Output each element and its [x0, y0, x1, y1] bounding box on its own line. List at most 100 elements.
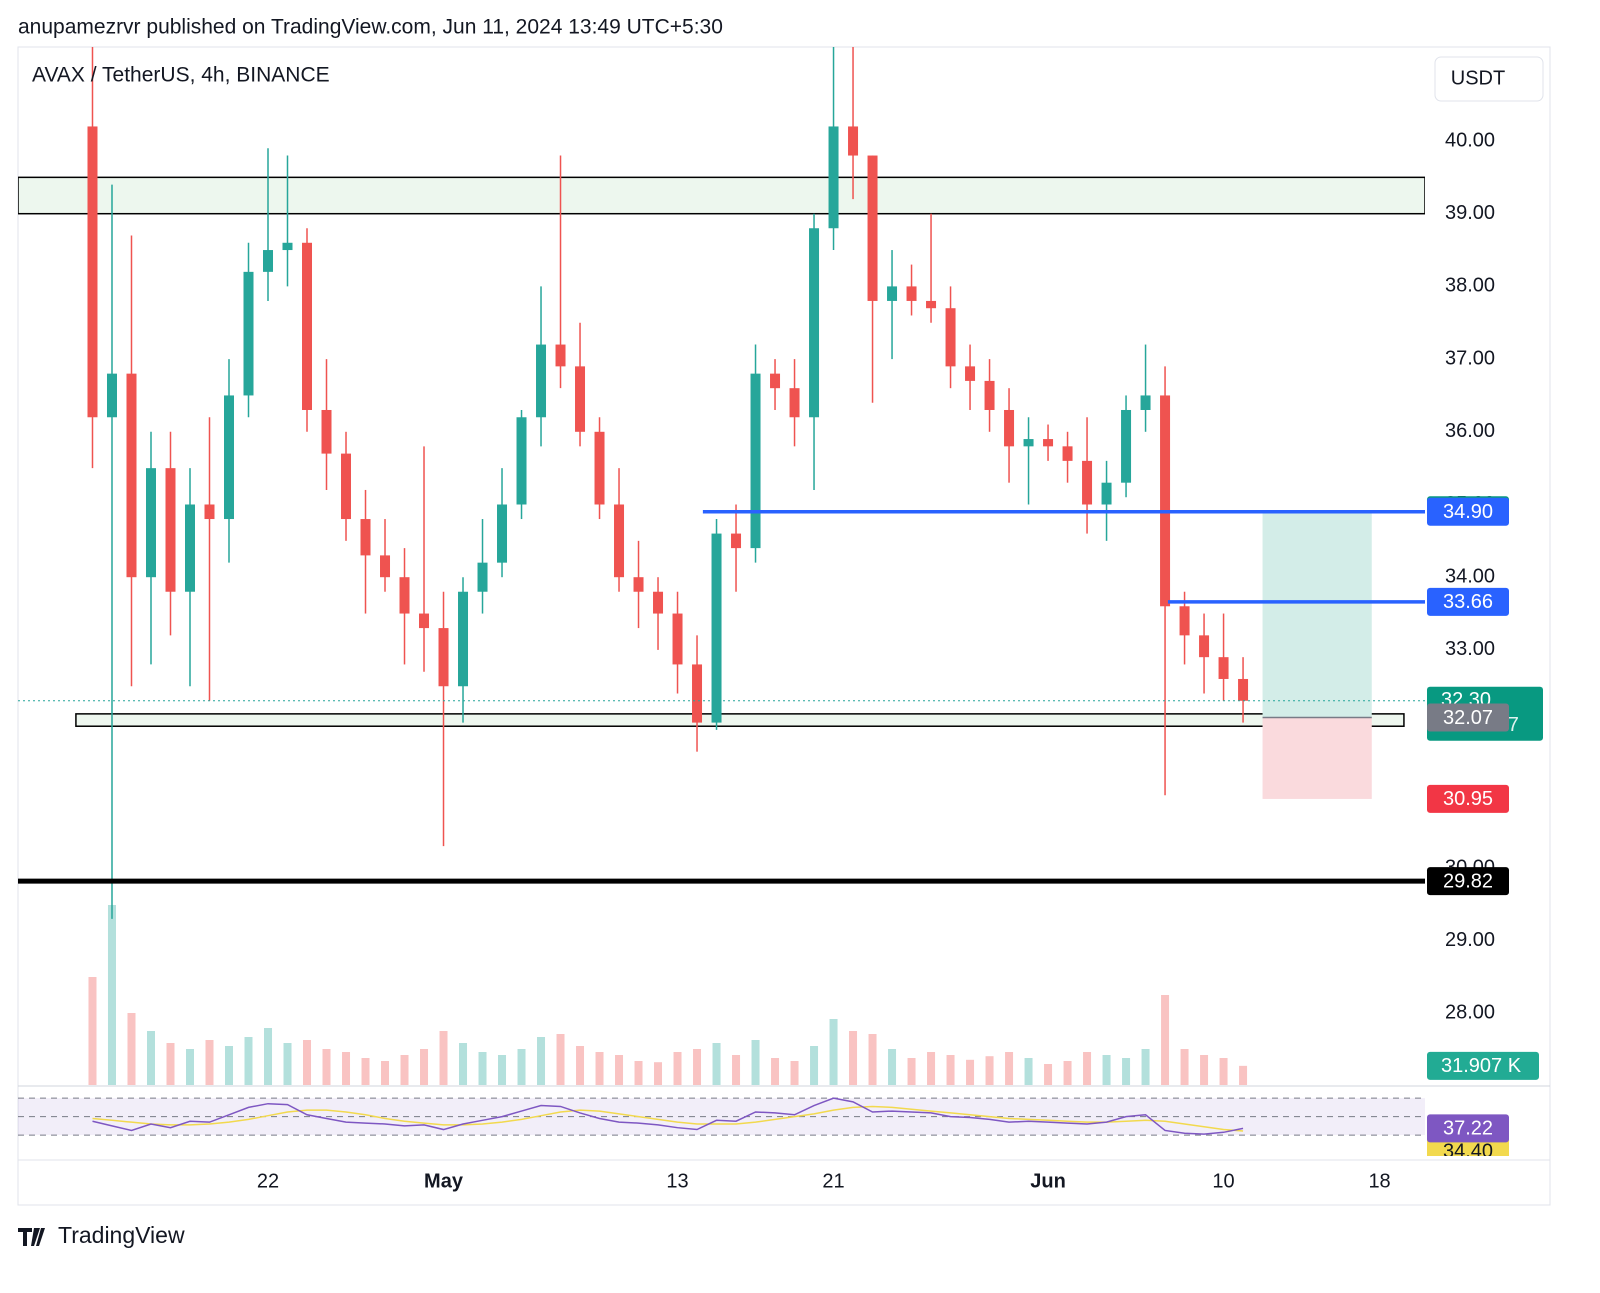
candle-body [145, 468, 156, 578]
candle-body [302, 242, 313, 410]
y-tick-label: 34.00 [1445, 565, 1495, 587]
candle-body [789, 388, 800, 418]
candle-body [1004, 409, 1015, 447]
volume-bar [1161, 995, 1170, 1085]
candle-body [1121, 409, 1132, 483]
volume-bar [166, 1043, 175, 1085]
volume-bar [381, 1061, 390, 1085]
volume-bar [1005, 1052, 1014, 1085]
volume-bar [127, 1013, 136, 1085]
candle-body [1199, 635, 1210, 658]
y-tick-label: 36.00 [1445, 420, 1495, 442]
y-tick-label: 40.00 [1445, 129, 1495, 151]
candle-body [984, 380, 995, 410]
candle-body [594, 431, 605, 505]
candle-body [263, 250, 274, 272]
volume-bar [264, 1028, 273, 1085]
candle-body [1101, 482, 1112, 505]
candle-body [906, 286, 917, 301]
candle-body [184, 504, 195, 592]
stop-tag [1427, 784, 1509, 813]
volume-bar [1180, 1049, 1189, 1085]
level-tag [1427, 497, 1509, 526]
volume-tag-label: 31.907 K [1441, 1055, 1522, 1077]
volume-bar [966, 1059, 975, 1085]
zone [18, 176, 1425, 215]
volume-bar [205, 1040, 214, 1085]
level-tag-label: 33.66 [1443, 591, 1493, 613]
volume-bar [790, 1061, 799, 1085]
x-tick-label: 21 [822, 1170, 844, 1192]
volume-bar [1122, 1058, 1131, 1085]
x-tick-label: 10 [1212, 1170, 1234, 1192]
loss-zone [1262, 717, 1372, 799]
candle-body [1023, 439, 1034, 447]
volume-bar [107, 905, 116, 1085]
volume-bar [1024, 1058, 1033, 1085]
candle-body [243, 271, 254, 396]
volume-bar [615, 1055, 624, 1085]
volume-bar [146, 1031, 155, 1085]
candle-body [360, 519, 371, 556]
key-level-tag-label: 29.82 [1443, 870, 1493, 892]
volume-bar [595, 1052, 604, 1085]
volume-bar [400, 1055, 409, 1085]
candle-body [1062, 446, 1073, 461]
rsi-ma-line [92, 1105, 1244, 1132]
candle-body [516, 417, 527, 505]
candle-body [672, 613, 683, 665]
volume-bar [439, 1031, 448, 1085]
candle-body [692, 664, 703, 723]
candle-body [419, 613, 430, 629]
volume-bar [88, 977, 97, 1085]
volume-bar [810, 1046, 819, 1085]
candle-body [1082, 460, 1093, 505]
volume-bar [342, 1052, 351, 1085]
volume-bar [361, 1058, 370, 1085]
volume-bar [322, 1049, 331, 1085]
volume-bar [1141, 1049, 1150, 1085]
volume-bar [1219, 1058, 1228, 1085]
zone [75, 713, 1405, 727]
candle-body [497, 504, 508, 563]
y-tick-label: 37.00 [1445, 347, 1495, 369]
candle-body [399, 577, 410, 614]
volume-bar [283, 1043, 292, 1085]
volume-bar [946, 1055, 955, 1085]
x-tick-label: May [424, 1170, 464, 1192]
volume-bar [478, 1052, 487, 1085]
candle-body [224, 395, 235, 520]
volume-bar [1102, 1055, 1111, 1085]
candle-body [750, 373, 761, 549]
volume-bar [673, 1052, 682, 1085]
y-tick-label: 29.00 [1445, 929, 1495, 951]
candle-body [1160, 395, 1171, 607]
candle-body [282, 242, 293, 251]
volume-bar [868, 1034, 877, 1085]
volume-bar [985, 1056, 994, 1085]
candle-body [965, 366, 976, 381]
volume-tag [1427, 1051, 1539, 1080]
currency[interactable]: USDT [1451, 67, 1505, 89]
volume-bar [225, 1046, 234, 1085]
volume-bar [303, 1040, 312, 1085]
candle-body [321, 409, 332, 454]
candle-body [926, 300, 937, 309]
candle-body [87, 126, 98, 418]
volume-bar [1044, 1064, 1053, 1085]
y-tick-label: 38.00 [1445, 275, 1495, 297]
volume-bar [1200, 1055, 1209, 1085]
y-tick-label: 33.00 [1445, 638, 1495, 660]
rsi-line [92, 1097, 1244, 1135]
level-tag-label: 34.90 [1443, 501, 1493, 523]
tradingview-logo: TradingView [18, 1222, 185, 1248]
x-tick-label: 18 [1368, 1170, 1390, 1192]
volume-bar [459, 1043, 468, 1085]
currency-button[interactable] [1434, 56, 1544, 102]
candle-body [1179, 606, 1190, 636]
volume-bar [654, 1062, 663, 1085]
candle-body [204, 504, 215, 520]
candle-body [458, 591, 469, 687]
candle-body [614, 504, 625, 578]
